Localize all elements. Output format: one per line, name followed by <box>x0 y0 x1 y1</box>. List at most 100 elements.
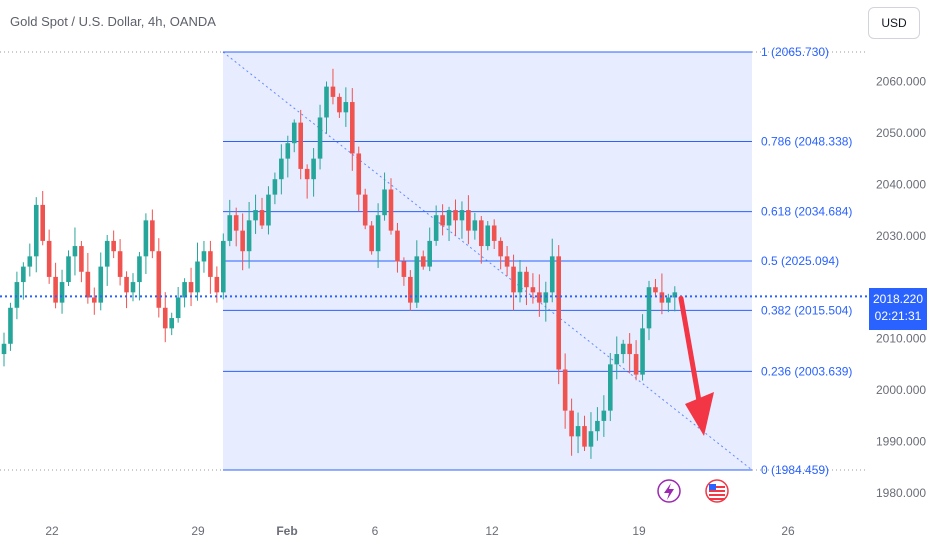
y-tick-label: 2060.000 <box>876 74 926 88</box>
candle-body <box>40 204 45 241</box>
time-axis[interactable]: 22 29 Feb 6 12 19 26 <box>45 524 795 538</box>
candle <box>562 353 568 429</box>
candle <box>253 194 258 234</box>
flag-stripe <box>709 498 725 500</box>
candle-body <box>201 251 207 262</box>
overlays <box>0 295 869 503</box>
candle <box>601 395 607 437</box>
fib-label-6: 0 (1984.459) <box>761 463 829 477</box>
lightning-bolt-icon <box>657 479 681 503</box>
candle-body <box>221 240 226 293</box>
candle <box>433 205 439 246</box>
candle <box>498 237 503 270</box>
candle-body <box>298 122 303 169</box>
candle <box>627 333 632 374</box>
candle-body <box>537 292 542 303</box>
x-tick-label: 6 <box>372 524 379 538</box>
price-axis[interactable]: 1980.000 1990.000 2000.000 2010.000 2030.000… <box>876 74 926 499</box>
candle-body <box>633 354 639 375</box>
candle <box>659 273 665 315</box>
candle <box>266 186 271 235</box>
candle <box>420 250 426 270</box>
candle-body <box>117 251 123 277</box>
candle-body <box>343 102 349 113</box>
candle-body <box>614 354 620 365</box>
x-tick-label: 12 <box>485 524 499 538</box>
candle <box>595 407 600 441</box>
candle <box>117 239 123 286</box>
fib-label-5: 0.236 (2003.639) <box>761 364 852 378</box>
candle <box>479 215 484 264</box>
candle-body <box>98 266 104 303</box>
candle-body <box>66 256 71 283</box>
candle <box>208 240 213 294</box>
candle <box>33 197 39 273</box>
candle-body <box>253 210 258 221</box>
chart-title: Gold Spot / U.S. Dollar, 4h, OANDA <box>10 14 216 29</box>
y-tick-label: 1980.000 <box>876 486 926 500</box>
candle <box>162 292 168 343</box>
fib-trend-line <box>222 51 753 471</box>
candle-body <box>608 364 613 411</box>
candle-body <box>143 220 149 257</box>
candle <box>466 195 471 245</box>
candle <box>72 227 78 276</box>
candle-body <box>369 225 374 252</box>
candle-body <box>640 328 645 375</box>
candle-body <box>59 282 65 303</box>
bar-countdown: 02:21:31 <box>874 309 922 323</box>
candle-body <box>595 420 600 432</box>
y-tick-label: 2010.000 <box>876 332 926 346</box>
candle <box>233 207 239 247</box>
candle-body <box>162 307 168 329</box>
candle <box>324 81 329 134</box>
currency-button[interactable]: USD <box>868 7 920 39</box>
candle-body <box>156 251 162 308</box>
projection-arrow-shaft <box>678 295 705 421</box>
candle <box>633 340 639 381</box>
flag-stripe <box>709 494 725 496</box>
candle-body <box>459 210 465 221</box>
candles <box>1 68 678 459</box>
candle <box>291 119 297 153</box>
candle <box>511 254 516 311</box>
candle-body <box>85 271 91 298</box>
candle <box>59 269 65 314</box>
x-tick-label: 26 <box>781 524 795 538</box>
candle <box>182 278 187 308</box>
candle <box>8 302 13 351</box>
candle-body <box>182 282 187 298</box>
candle <box>485 221 491 251</box>
candle-body <box>666 297 671 303</box>
fib-label-3: 0.5 (2025.094) <box>761 254 839 268</box>
candle-body <box>382 189 387 216</box>
candle <box>472 212 478 240</box>
candle <box>221 233 226 300</box>
candle-body <box>588 431 594 447</box>
candle <box>124 271 129 309</box>
candle-body <box>259 210 265 226</box>
candle <box>150 209 155 259</box>
candle <box>304 164 310 199</box>
candle <box>575 412 581 454</box>
candle-body <box>324 86 329 118</box>
candle-body <box>246 220 252 252</box>
candle-body <box>311 158 316 180</box>
candle-body <box>401 261 407 277</box>
candle <box>46 229 52 284</box>
candle-body <box>414 256 420 303</box>
candle <box>66 250 71 286</box>
candle-body <box>427 240 432 267</box>
candle-body <box>395 230 400 262</box>
fib-label-1: 0.786 (2048.338) <box>761 134 852 148</box>
candle-body <box>53 276 58 303</box>
candle-body <box>517 271 523 293</box>
candle-body <box>72 246 78 257</box>
candle-body <box>504 256 510 267</box>
candle-body <box>8 307 13 344</box>
candle <box>666 293 671 313</box>
candle-body <box>601 410 607 421</box>
x-tick-label: 29 <box>191 524 205 538</box>
fibonacci-retracement[interactable]: 1 (2065.730) 0.786 (2048.338) 0.618 (2034.… <box>222 45 852 477</box>
